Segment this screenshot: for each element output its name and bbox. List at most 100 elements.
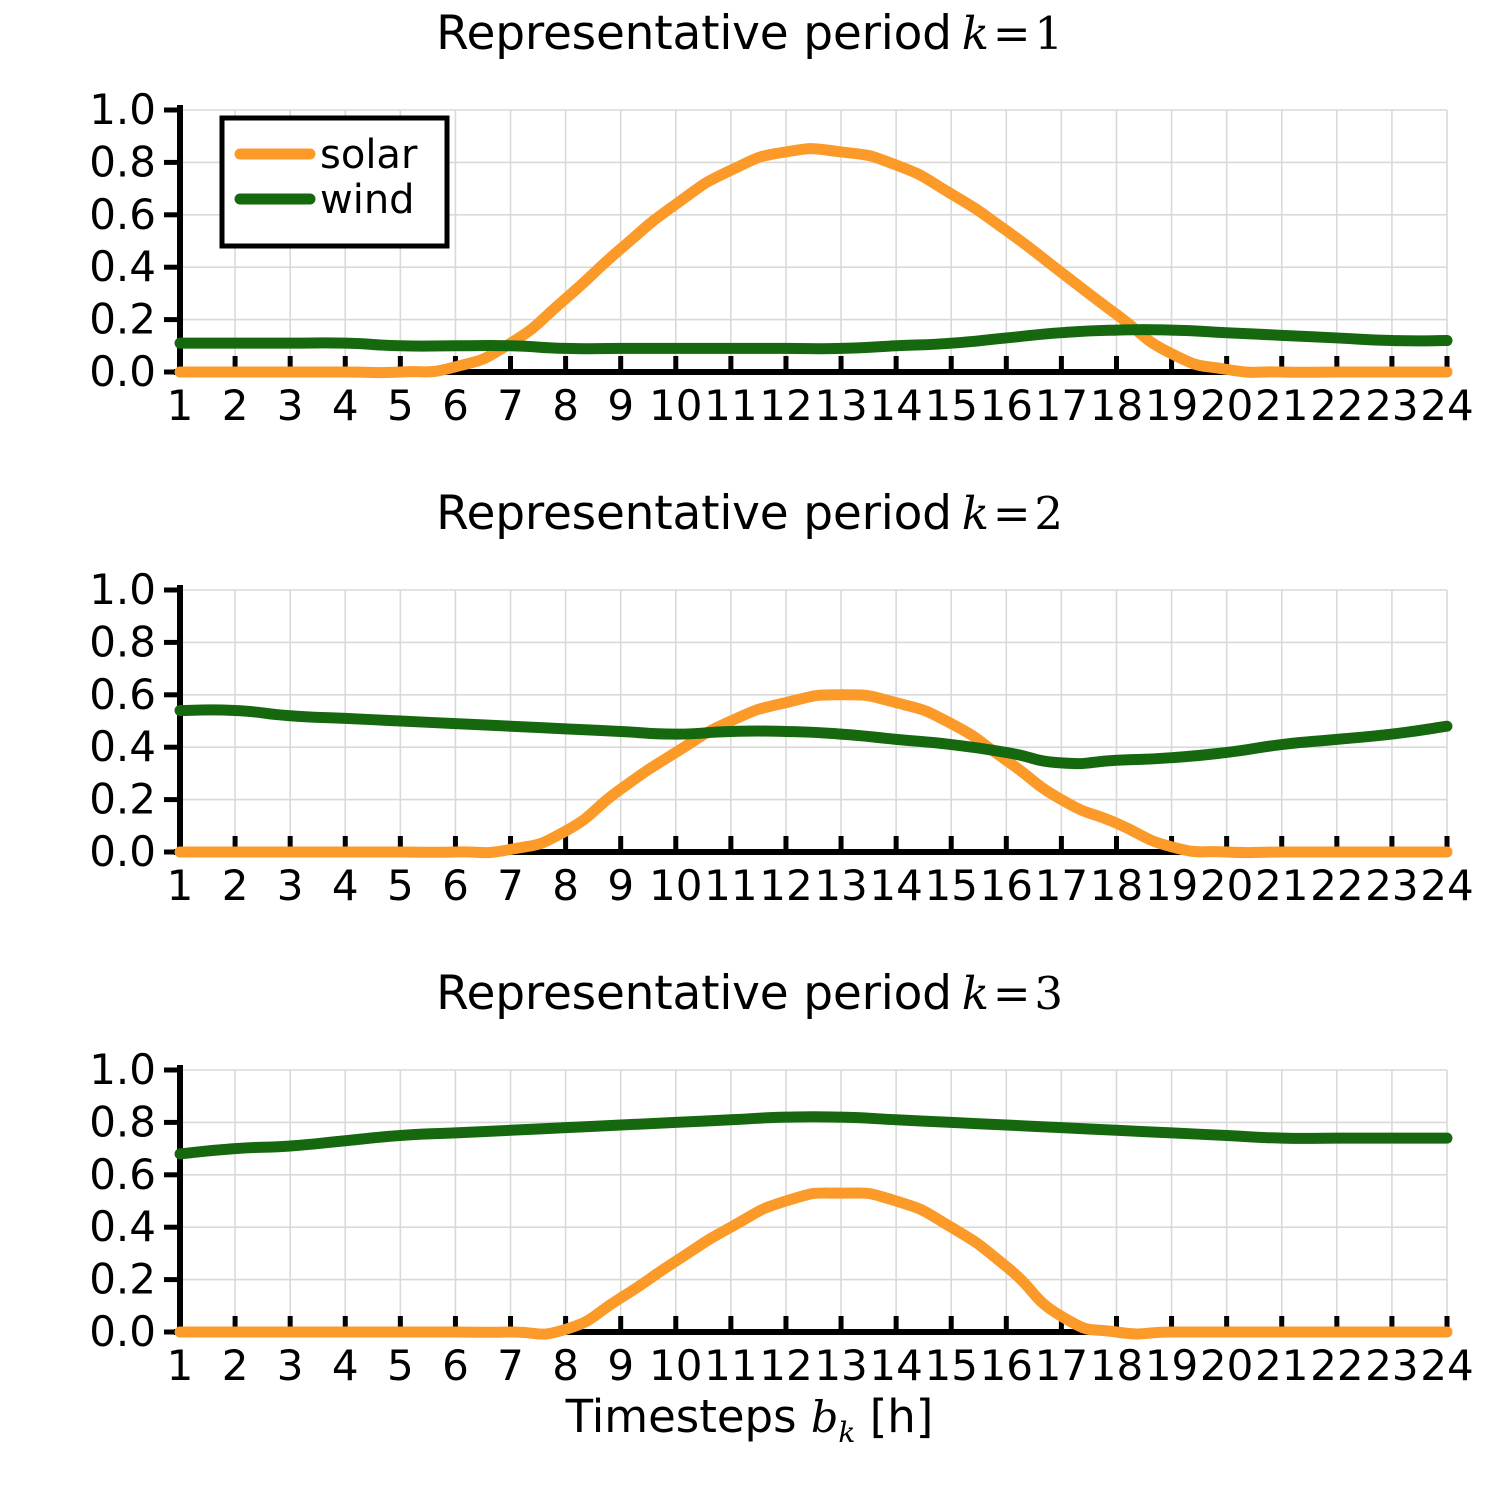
y-tick-label: 0.2 [89, 1255, 156, 1304]
x-tick-label: 23 [1365, 381, 1418, 430]
y-tick-label: 1.0 [89, 1045, 156, 1094]
y-tick-label: 1.0 [89, 85, 156, 134]
y-tick-label: 0.4 [89, 1202, 156, 1251]
x-tick-label: 22 [1310, 381, 1363, 430]
x-tick-label: 4 [332, 381, 359, 430]
x-axis-ticks: 1 2 3 4 5 6 7 8 9 10 11 12 13 14 15 16 17 18 19 20 21 22 23 24 [167, 836, 1474, 910]
panel-title-2: Representative period k=2 [0, 484, 1499, 544]
x-axis-ticks: 1 2 3 4 5 6 7 8 9 10 11 12 13 14 15 16 17 18 19 20 21 22 23 24 [167, 1316, 1474, 1390]
y-tick-label: 0.2 [89, 775, 156, 824]
x-tick-label: 20 [1200, 861, 1253, 910]
x-tick-label: 2 [222, 1341, 249, 1390]
x-tick-label: 14 [869, 381, 922, 430]
x-tick-label: 2 [222, 861, 249, 910]
legend-label-wind: wind [320, 177, 415, 223]
x-tick-label: 5 [387, 381, 414, 430]
panel-title-equals-2: = [992, 487, 1031, 540]
x-tick-label: 23 [1365, 861, 1418, 910]
series-line-wind [174, 1111, 1453, 1160]
x-tick-label: 14 [869, 861, 922, 910]
y-tick-label: 0.8 [89, 617, 156, 666]
series-line-solar [174, 1187, 1453, 1340]
x-tick-label: 12 [759, 1341, 812, 1390]
x-tick-label: 6 [442, 381, 469, 430]
x-tick-label: 16 [980, 861, 1033, 910]
x-tick-label: 10 [649, 1341, 702, 1390]
series-line-solar [174, 689, 1453, 859]
x-tick-label: 17 [1035, 381, 1088, 430]
x-tick-label: 15 [924, 381, 977, 430]
x-tick-label: 4 [332, 1341, 359, 1390]
x-tick-label: 17 [1035, 861, 1088, 910]
x-tick-label: 21 [1255, 1341, 1308, 1390]
x-axis-label: Timesteps bk [h] [0, 1390, 1499, 1449]
y-axis-ticks: 0.00.20.40.60.81.0 [89, 1045, 180, 1356]
x-tick-label: 1 [167, 861, 194, 910]
x-tick-label: 13 [814, 1341, 867, 1390]
y-tick-label: 0.6 [89, 670, 156, 719]
x-tick-label: 15 [924, 861, 977, 910]
x-tick-label: 12 [759, 861, 812, 910]
panel-title-text-1: Representative period [436, 6, 952, 61]
panel-title-value-2: 2 [1034, 487, 1063, 540]
x-tick-label: 9 [607, 861, 634, 910]
x-tick-label: 7 [497, 1341, 524, 1390]
x-tick-label: 7 [497, 381, 524, 430]
x-tick-label: 13 [814, 381, 867, 430]
y-tick-label: 0.6 [89, 1150, 156, 1199]
y-tick-label: 0.6 [89, 190, 156, 239]
x-tick-label: 18 [1090, 861, 1143, 910]
y-tick-label: 0.0 [89, 827, 156, 876]
x-axis-label-subscript: k [838, 1416, 856, 1449]
x-axis-label-text: Timesteps [565, 1390, 797, 1443]
x-tick-label: 5 [387, 1341, 414, 1390]
panel-title-text-3: Representative period [436, 966, 952, 1021]
plot-area-3: 0.00.20.40.60.81.01 2 3 4 5 6 7 8 9 10 11 12 13 14 15 1… [89, 1045, 1474, 1390]
panel-title-value-3: 3 [1034, 967, 1063, 1020]
axis-spines [174, 1065, 1450, 1335]
y-tick-label: 0.2 [89, 295, 156, 344]
x-tick-label: 24 [1420, 1341, 1473, 1390]
panel-title-equals-3: = [992, 967, 1031, 1020]
x-axis-label-symbol: b [810, 1393, 839, 1443]
panel-title-symbol-1: k [961, 7, 989, 60]
panel-title-equals-1: = [992, 7, 1031, 60]
x-tick-label: 22 [1310, 1341, 1363, 1390]
panel-title-symbol-3: k [961, 967, 989, 1020]
x-tick-label: 7 [497, 861, 524, 910]
x-tick-label: 8 [552, 861, 579, 910]
x-tick-label: 4 [332, 861, 359, 910]
series-line-wind [174, 704, 1453, 770]
series-line-wind [174, 324, 1453, 355]
y-tick-label: 0.4 [89, 722, 156, 771]
panel-title-value-1: 1 [1034, 7, 1063, 60]
x-tick-label: 22 [1310, 861, 1363, 910]
panel-title-text-2: Representative period [436, 486, 952, 541]
x-tick-label: 8 [552, 1341, 579, 1390]
x-tick-label: 6 [442, 861, 469, 910]
y-tick-label: 0.8 [89, 137, 156, 186]
legend-label-solar: solar [320, 132, 418, 178]
y-tick-label: 1.0 [89, 565, 156, 614]
x-tick-label: 18 [1090, 381, 1143, 430]
x-tick-label: 19 [1145, 1341, 1198, 1390]
x-tick-label: 11 [704, 381, 757, 430]
x-tick-label: 19 [1145, 381, 1198, 430]
y-tick-label: 0.0 [89, 1307, 156, 1356]
x-tick-label: 20 [1200, 381, 1253, 430]
x-tick-label: 6 [442, 1341, 469, 1390]
x-tick-label: 8 [552, 381, 579, 430]
x-tick-label: 21 [1255, 861, 1308, 910]
x-tick-label: 9 [607, 1341, 634, 1390]
x-tick-label: 1 [167, 1341, 194, 1390]
panel-title-1: Representative period k=1 [0, 4, 1499, 64]
x-tick-label: 24 [1420, 381, 1473, 430]
x-tick-label: 10 [649, 861, 702, 910]
x-tick-label: 12 [759, 381, 812, 430]
y-axis-ticks: 0.00.20.40.60.81.0 [89, 565, 180, 876]
